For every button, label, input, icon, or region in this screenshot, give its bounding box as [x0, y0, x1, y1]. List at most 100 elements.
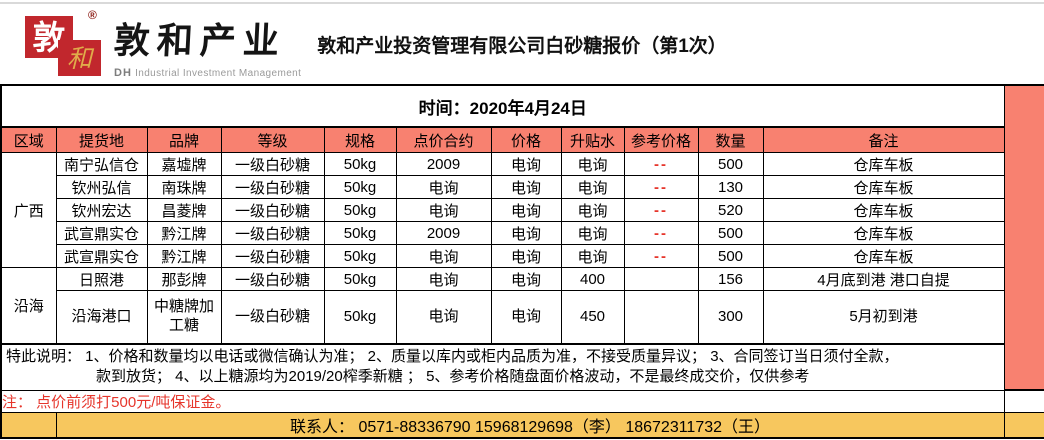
col-header-grade: 等级 — [220, 126, 325, 153]
cell-qty: 520 — [697, 198, 764, 222]
cell-grade: 一级白砂糖 — [220, 152, 325, 176]
top-divider — [0, 2, 1044, 4]
logo-square-2: 和 — [58, 40, 101, 76]
notes-line-2: 款到放货； 4、以上糖源均为2019/20榨季新糖 ； 5、参考价格随盘面价格波… — [96, 368, 810, 386]
cell-contract: 电询 — [395, 267, 492, 291]
cell-ref-price — [623, 290, 699, 345]
cell-brand: 黔江牌 — [146, 244, 222, 268]
cell-price: 电询 — [490, 267, 562, 291]
cell-spec: 50kg — [323, 290, 397, 345]
brand-subtitle-dh: DH — [114, 67, 132, 79]
time-row: 时间：2020年4月24日 — [0, 84, 1044, 391]
brand-subtitle: DH Industrial Investment Management — [114, 67, 301, 79]
logo-square-1: 敦 — [25, 16, 73, 58]
column-header-row: 区域 提货地 品牌 等级 规格 点价合约 价格 升贴水 参考价格 数量 备注 — [0, 126, 1044, 153]
cell-spec: 50kg — [323, 267, 397, 291]
cell-pickup: 沿海港口 — [55, 290, 148, 345]
margin-note-row: 注： 点价前须打500元/吨保证金。 — [0, 389, 1044, 413]
cell-price: 电询 — [490, 290, 562, 345]
cell-grade: 一级白砂糖 — [220, 198, 325, 222]
contact-cell: 联系人： 0571-88336790 15968129698（李） 186723… — [55, 412, 1005, 439]
cell-qty: 300 — [697, 290, 764, 345]
cell-qty: 500 — [697, 221, 764, 245]
document-title: 敦和产业投资管理有限公司白砂糖报价（第1次） — [317, 36, 727, 57]
red-strip — [1003, 84, 1044, 391]
cell-pickup: 南宁弘信仓 — [55, 152, 148, 176]
cell-ref-price — [623, 267, 699, 291]
col-header-price: 价格 — [490, 126, 562, 153]
cell-contract: 电询 — [395, 175, 492, 199]
cell-grade: 一级白砂糖 — [220, 175, 325, 199]
cell-brand: 昌菱牌 — [146, 198, 222, 222]
region-cell-yanhai: 沿海 — [0, 267, 57, 345]
table-row: 广西 南宁弘信仓 嘉墟牌 一级白砂糖 50kg 2009 电询 电询 -- 50… — [0, 152, 1044, 268]
cell-price: 电询 — [490, 175, 562, 199]
contact-left-cell — [0, 412, 57, 439]
brand-subtitle-text: Industrial Investment Management — [135, 68, 302, 79]
cell-premium: 电询 — [560, 152, 625, 176]
cell-contract: 2009 — [395, 221, 492, 245]
cell-premium: 电询 — [560, 244, 625, 268]
cell-grade: 一级白砂糖 — [220, 221, 325, 245]
cell-brand: 南珠牌 — [146, 175, 222, 199]
cell-premium: 电询 — [560, 221, 625, 245]
cell-spec: 50kg — [323, 175, 397, 199]
cell-ref-price: -- — [623, 175, 699, 199]
table-row: 武宣鼎实仓 黔江牌 一级白砂糖 50kg 电询 电询 电询 -- 500 仓库车… — [1, 244, 1044, 268]
cell-contract: 2009 — [395, 152, 492, 176]
cell-ref-price: -- — [623, 198, 699, 222]
cell-qty: 500 — [697, 152, 764, 176]
cell-remark: 仓库车板 — [762, 152, 1005, 176]
cell-pickup: 钦州宏达 — [55, 198, 148, 222]
cell-brand: 中糖牌加工糖 — [146, 290, 222, 345]
table-row: 钦州宏达 昌菱牌 一级白砂糖 50kg 电询 电询 电询 -- 520 仓库车板 — [1, 198, 1044, 222]
col-header-spec: 规格 — [323, 126, 397, 153]
col-header-pickup: 提货地 — [55, 126, 148, 153]
cell-ref-price: -- — [623, 244, 699, 268]
cell-qty: 130 — [697, 175, 764, 199]
table-row: 沿海 日照港 那彭牌 一级白砂糖 50kg 电询 电询 400 156 4月底到… — [0, 267, 1044, 345]
cell-price: 电询 — [490, 198, 562, 222]
col-header-brand: 品牌 — [146, 126, 222, 153]
cell-qty: 156 — [697, 267, 764, 291]
cell-ref-price: -- — [623, 152, 699, 176]
notes-line-1: 特此说明： 1、价格和数量均以电话或微信确认为准； 2、质量以库内或柜内品质为准… — [6, 348, 899, 365]
cell-brand: 那彭牌 — [146, 267, 222, 291]
table-row: 钦州弘信 南珠牌 一级白砂糖 50kg 电询 电询 电询 -- 130 仓库车板 — [1, 175, 1044, 199]
cell-grade: 一级白砂糖 — [220, 244, 325, 268]
cell-qty: 500 — [697, 244, 764, 268]
cell-contract: 电询 — [395, 290, 492, 345]
cell-premium: 电询 — [560, 198, 625, 222]
cell-price: 电询 — [490, 152, 562, 176]
cell-pickup: 日照港 — [55, 267, 148, 291]
contact-right-cell — [1003, 412, 1044, 439]
cell-remark: 仓库车板 — [762, 175, 1005, 199]
cell-spec: 50kg — [323, 244, 397, 268]
registered-trademark-icon: ® — [88, 8, 97, 22]
cell-ref-price: -- — [623, 221, 699, 245]
cell-premium: 电询 — [560, 175, 625, 199]
cell-brand: 嘉墟牌 — [146, 152, 222, 176]
cell-pickup: 武宣鼎实仓 — [55, 244, 148, 268]
col-header-premium: 升贴水 — [560, 126, 625, 153]
time-cell: 时间：2020年4月24日 — [0, 84, 1005, 128]
cell-spec: 50kg — [323, 198, 397, 222]
cell-grade: 一级白砂糖 — [220, 290, 325, 345]
cell-remark: 5月初到港 — [762, 290, 1005, 345]
cell-price: 电询 — [490, 244, 562, 268]
col-header-qty: 数量 — [697, 126, 764, 153]
cell-brand: 黔江牌 — [146, 221, 222, 245]
cell-remark: 仓库车板 — [762, 221, 1005, 245]
region-cell-guangxi: 广西 — [0, 152, 57, 268]
cell-pickup: 钦州弘信 — [55, 175, 148, 199]
cell-spec: 50kg — [323, 221, 397, 245]
cell-premium: 400 — [560, 267, 625, 291]
col-header-region: 区域 — [0, 126, 57, 153]
contact-row: 联系人： 0571-88336790 15968129698（李） 186723… — [0, 412, 1044, 439]
col-header-ref-price: 参考价格 — [623, 126, 699, 153]
cell-grade: 一级白砂糖 — [220, 267, 325, 291]
cell-contract: 电询 — [395, 198, 492, 222]
margin-note-right-cell — [1003, 389, 1044, 413]
quote-table: 时间：2020年4月24日 区域 提货地 品牌 等级 规格 点价合约 价格 升贴… — [0, 84, 1044, 439]
